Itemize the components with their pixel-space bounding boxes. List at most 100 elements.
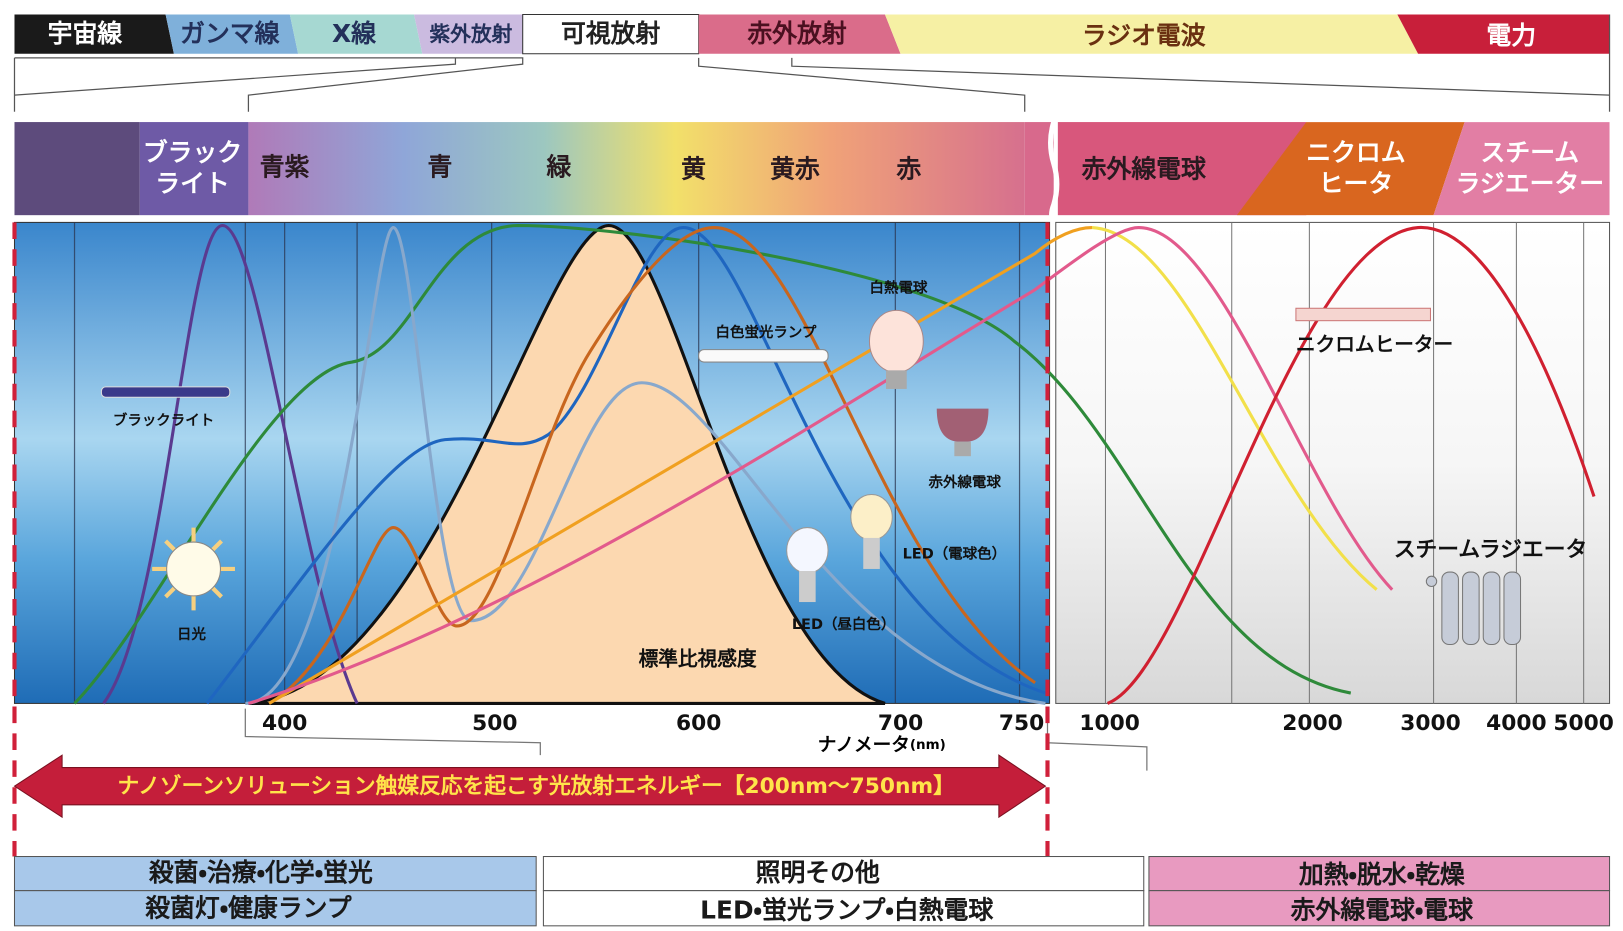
source-label: 赤外線電球 [928,473,1002,491]
shape [205,226,1046,705]
shape [100,386,231,398]
source-label: ニクロムヒーター [1296,333,1453,356]
detail-label: 青 [427,153,452,182]
x-tick-label: 700 [878,711,923,736]
shape [139,122,249,216]
shape [1433,122,1610,216]
shape [1046,708,1148,771]
source-label: LED（昼白色） [792,615,896,633]
shape [14,57,457,96]
detail-label: 黄赤 [770,155,820,184]
shape [13,890,537,927]
shape [954,441,971,457]
shape [13,754,1047,819]
shape [166,541,221,597]
use-examples: 赤外線電球・電球 [1291,895,1474,924]
detail-line: ライト [155,169,230,198]
shape [244,708,541,756]
shape: 宇宙線 ガンマ線 X線 紫外放射 可視放射 赤外放射 ラジオ電波 電力 [48,19,1536,50]
shape [791,57,1610,96]
shape [698,57,1026,112]
band-label: 赤外放射 [747,19,847,48]
x-tick-label: 500 [472,711,517,736]
band-label: X線 [332,19,376,48]
detail-line: ヒータ [1319,169,1394,198]
shape [799,571,816,603]
shape [102,223,359,705]
shape [1048,121,1060,225]
shape [868,309,924,373]
shape [698,349,829,363]
shape [698,14,901,54]
shape [248,122,1025,216]
shape [1236,122,1465,216]
shape [268,226,1093,705]
shape [1482,571,1501,645]
detail-label: 黄 [681,155,706,184]
band-label: 電力 [1486,21,1536,50]
shape [1441,571,1459,645]
shape [73,223,1352,705]
shape [1106,226,1596,705]
detail-line: ブラック [143,138,242,167]
x-tick-label: 4000 [1486,711,1546,736]
x-tick-label: 750 [999,711,1044,736]
use-examples: LED・蛍光ランプ・白熱電球 [700,895,994,924]
shape [1503,571,1522,645]
shape [1462,571,1480,645]
use-purpose: 殺菌・治療・化学・蛍光 [148,858,373,887]
shape [863,537,880,569]
shape [14,57,524,112]
use-purpose: 照明その他 [756,858,880,887]
shape: ブラックライト 日光 白色蛍光ランプ 白熱電球 赤外線電球 LED（電球色） L… [113,279,1587,671]
source-label: 標準比視感度 [639,647,757,670]
shape: ブラックライト 青紫 青 緑 黄 黄赤 赤 赤外線電球 ニクロムヒータ スチーム… [143,138,1604,198]
shape [289,14,423,54]
detail-line: ニクロム [1306,138,1405,167]
shape [1425,575,1438,588]
axis-unit: (nm) [910,738,946,753]
source-label: 白熱電球 [870,279,928,297]
detail-label: ブラックライト [143,138,242,198]
shape [13,856,537,892]
band-label: 宇宙線 [48,19,123,48]
use-examples: 殺菌灯・健康ランプ [144,893,352,922]
shape [886,370,907,389]
shape [1397,14,1610,54]
source-label: スチームラジエータ [1394,537,1587,562]
shape [14,14,174,54]
axis-label: ナノメータ(nm) [818,734,946,755]
label: スチームラジエーター [1456,138,1605,198]
shape [165,14,299,54]
detail-line: ラジエーター [1456,169,1605,198]
detail-label: 青紫 [260,153,310,182]
banner: ナノゾーンソリューション触媒反応を起こす光放射エネルギー【200nm～750nm… [117,773,954,799]
source-label: 日光 [177,625,206,643]
shape [936,408,989,442]
x-tick-label: 2000 [1282,711,1342,736]
axis-label-text: ナノメータ [818,734,910,755]
source-label: LED（電球色） [903,544,1007,562]
shape [13,14,1611,112]
shape [248,223,886,705]
source-label: 白色蛍光ランプ [716,323,817,341]
band-label: ラジオ電波 [1082,21,1206,50]
x-tick-label: 1000 [1079,711,1139,736]
shape [542,856,1145,892]
x-tick-label: 5000 [1553,711,1613,736]
shape [268,226,1036,705]
shape [1295,307,1431,322]
detail-label: 赤 [896,155,921,184]
shape [786,527,829,574]
detail-line: スチーム [1481,138,1580,167]
shape [14,122,140,216]
band-label: 紫外放射 [430,22,513,46]
shape [247,226,1394,705]
label: ニクロムヒータ [1306,138,1405,198]
x-tick-label: 600 [676,711,721,736]
shape [884,14,1419,54]
use-purpose: 加熱・脱水・乾燥 [1299,860,1466,889]
shape [244,708,1148,771]
